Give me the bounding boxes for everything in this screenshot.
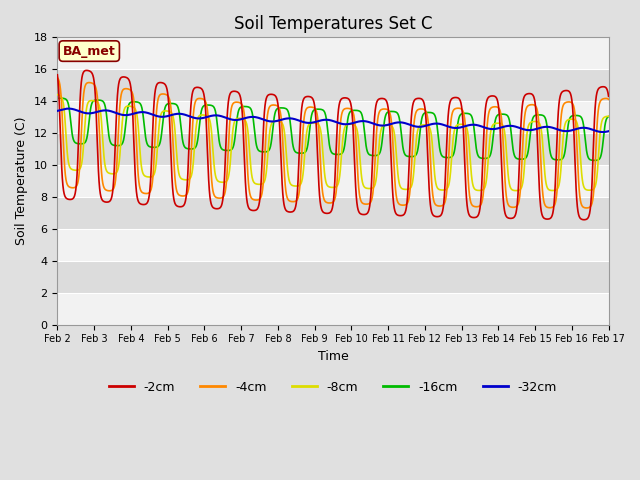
Bar (58, 229, 609, 261)
Bar (58, 293, 609, 324)
Bar (58, 37, 609, 69)
Y-axis label: Soil Temperature (C): Soil Temperature (C) (15, 117, 28, 245)
Bar (58, 101, 609, 133)
Bar (58, 69, 609, 101)
Legend: -2cm, -4cm, -8cm, -16cm, -32cm: -2cm, -4cm, -8cm, -16cm, -32cm (104, 376, 562, 399)
Title: Soil Temperatures Set C: Soil Temperatures Set C (234, 15, 432, 33)
Bar (58, 133, 609, 165)
Bar (58, 165, 609, 197)
Bar (58, 197, 609, 229)
X-axis label: Time: Time (317, 350, 348, 363)
Bar (58, 261, 609, 293)
Text: BA_met: BA_met (63, 45, 116, 58)
